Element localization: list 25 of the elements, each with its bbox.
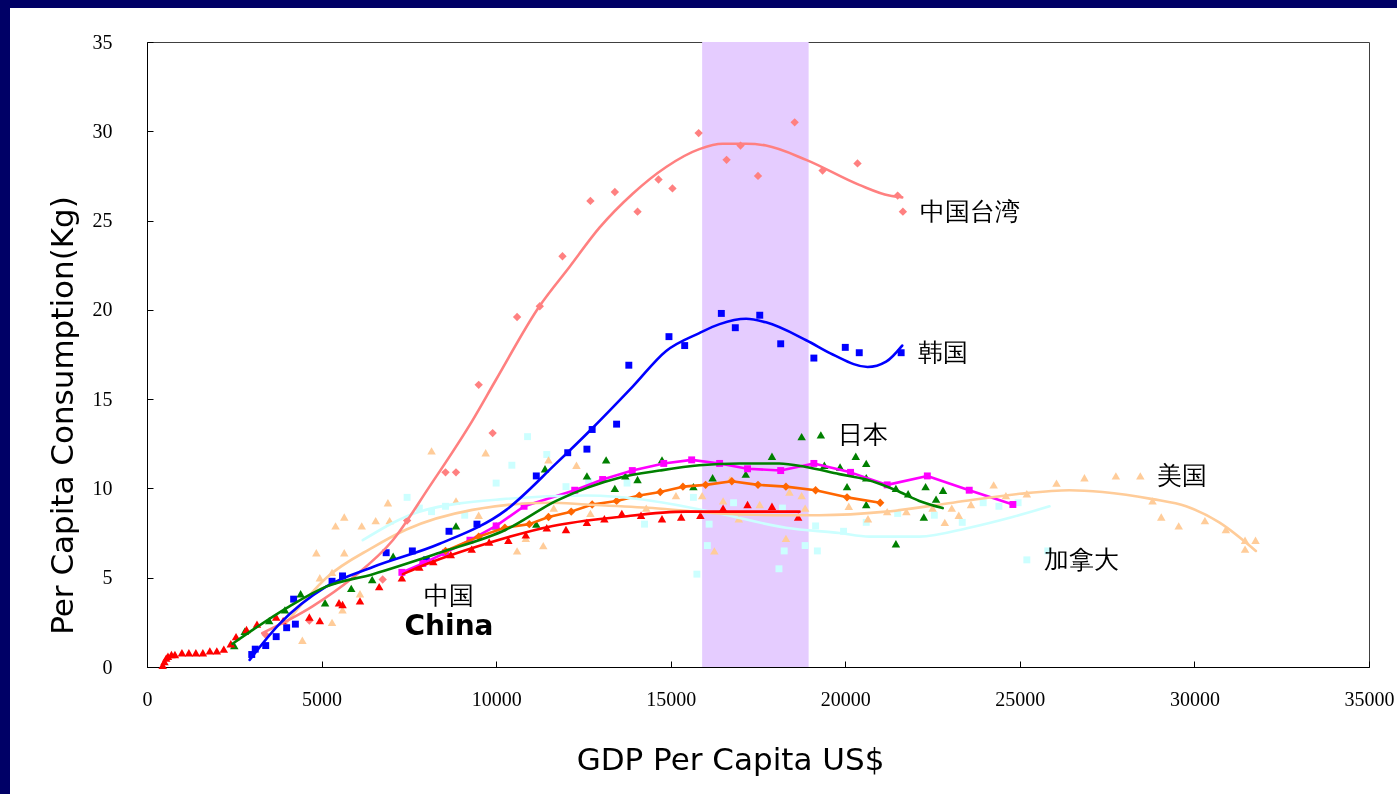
series-label: 中国台湾 <box>919 196 1020 226</box>
y-tick-label: 15 <box>92 387 113 410</box>
series-label: 中国 <box>423 580 474 610</box>
x-tick-label: 20000 <box>820 687 871 710</box>
x-tick-label: 25000 <box>995 687 1046 710</box>
y-tick-label: 5 <box>102 566 113 589</box>
annotation: China <box>404 609 494 642</box>
x-tick-label: 10000 <box>471 687 522 710</box>
x-tick-label: 0 <box>142 687 153 710</box>
x-tick-label: 5000 <box>302 687 343 710</box>
y-tick-label: 10 <box>92 476 113 499</box>
y-tick-label: 20 <box>92 298 113 321</box>
x-tick-label: 30000 <box>1169 687 1220 710</box>
series-label: 韩国 <box>918 337 969 367</box>
y-axis-title: Per Capita Consumption(Kg) <box>43 196 80 635</box>
series-label: 加拿大 <box>1043 544 1119 574</box>
x-tick-label: 15000 <box>646 687 697 710</box>
y-tick-label: 30 <box>92 119 113 142</box>
x-tick-label: 35000 <box>1344 687 1395 710</box>
y-tick-label: 35 <box>92 30 113 53</box>
y-tick-label: 0 <box>102 655 113 678</box>
y-tick-label: 25 <box>92 209 113 232</box>
series-label: 美国 <box>1157 460 1208 490</box>
x-axis-title: GDP Per Capita US$ <box>576 740 885 777</box>
series-label: 日本 <box>837 419 888 449</box>
